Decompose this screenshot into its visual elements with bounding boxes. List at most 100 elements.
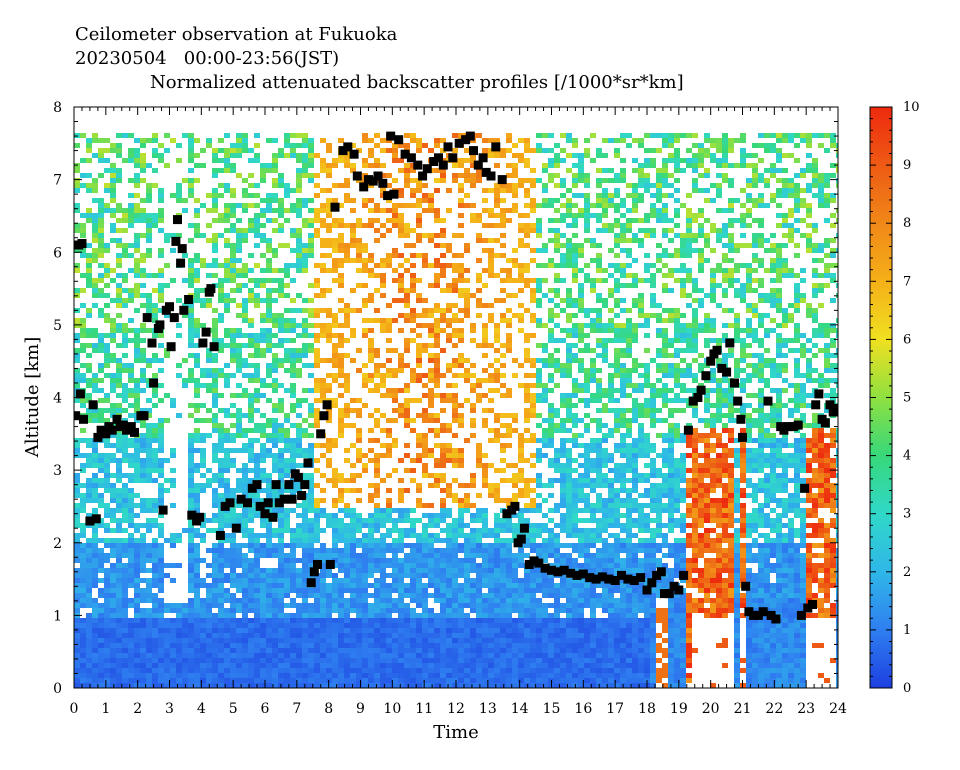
cloud-base-marker xyxy=(130,427,139,437)
cloud-base-marker xyxy=(706,356,716,366)
cloud-base-marker xyxy=(206,284,216,294)
cloud-base-marker xyxy=(147,338,157,348)
cloud-base-marker xyxy=(325,560,335,569)
cloud-base-marker xyxy=(454,138,464,148)
x-tick-label: 22 xyxy=(765,701,783,717)
cloud-base-marker xyxy=(796,610,806,620)
y-tick-label: 2 xyxy=(53,536,62,552)
cloud-base-marker xyxy=(166,342,176,352)
cloud-base-marker xyxy=(803,603,813,613)
cloud-base-marker xyxy=(510,501,520,511)
cloud-base-marker xyxy=(263,498,273,508)
cloud-base-marker xyxy=(733,396,743,406)
cloud-base-marker xyxy=(491,142,501,152)
x-tick-label: 21 xyxy=(734,701,752,717)
cloud-base-marker xyxy=(610,576,620,585)
y-tick-label: 0 xyxy=(53,681,62,697)
cloud-base-marker xyxy=(656,567,666,577)
axis-ticks xyxy=(73,106,839,689)
cloud-base-marker xyxy=(771,614,781,624)
cloud-base-marker xyxy=(758,607,768,617)
cloud-base-marker xyxy=(322,400,332,410)
cloud-base-marker xyxy=(303,458,313,468)
cloud-base-marker xyxy=(578,569,588,579)
cloud-base-marker xyxy=(313,560,322,569)
cloud-base-marker xyxy=(438,160,448,170)
cloud-base-marker xyxy=(669,581,679,591)
cloud-base-marker xyxy=(793,420,803,430)
cloud-base-marker xyxy=(142,313,152,323)
cloud-base-marker xyxy=(293,472,303,482)
cloud-base-marker xyxy=(74,411,81,421)
cloud-base-marker xyxy=(741,581,751,591)
cloud-base-marker xyxy=(524,560,534,569)
colorbar-tick-label: 1 xyxy=(903,623,911,638)
x-tick-label: 5 xyxy=(229,701,238,717)
cloud-base-marker xyxy=(359,182,369,192)
cloud-base-marker xyxy=(788,422,798,432)
cloud-base-marker xyxy=(422,164,432,174)
cloud-base-marker xyxy=(623,574,633,584)
y-axis-title: Altitude [km] xyxy=(22,337,43,459)
cloud-base-marker xyxy=(647,578,657,588)
colorbar-tick-label: 3 xyxy=(903,507,911,522)
cloud-base-marker xyxy=(763,396,773,406)
cloud-base-marker xyxy=(636,573,646,583)
cloud-base-marker xyxy=(343,142,353,152)
cloud-base-marker xyxy=(373,171,383,181)
cloud-base-marker xyxy=(519,523,529,533)
cloud-base-marker xyxy=(184,295,194,304)
colorbar: 0 1 2 3 4 5 6 7 8 9 10 xyxy=(869,100,920,696)
x-tick-label: 19 xyxy=(670,701,688,717)
cloud-base-marker xyxy=(749,610,759,620)
cloud-base-marker xyxy=(465,131,475,141)
cloud-base-marker xyxy=(247,483,257,493)
x-tick-label: 24 xyxy=(829,701,847,717)
x-tick-label: 7 xyxy=(292,701,301,717)
cloud-base-marker xyxy=(443,142,453,152)
cloud-base-marker xyxy=(413,160,423,170)
cloud-base-marker xyxy=(825,400,835,410)
plot-area xyxy=(73,106,839,689)
x-tick-label: 10 xyxy=(383,701,401,717)
cloud-base-marker xyxy=(118,420,128,430)
colorbar-ticks xyxy=(870,106,892,689)
cloud-base-marker xyxy=(271,480,281,490)
cloud-base-marker xyxy=(717,363,727,373)
cloud-base-marker xyxy=(139,411,149,421)
y-tick-label: 5 xyxy=(53,318,62,334)
cloud-base-marker xyxy=(808,600,817,609)
cloud-base-marker xyxy=(434,153,443,163)
cloud-base-marker xyxy=(158,505,168,515)
cloud-base-marker xyxy=(287,494,297,504)
cloud-base-marker xyxy=(101,429,111,439)
cloud-base-marker xyxy=(406,153,416,163)
cloud-base-marker xyxy=(534,558,544,568)
cloud-base-marker xyxy=(585,573,595,583)
y-tick-label: 6 xyxy=(53,245,62,261)
backscatter-heatmap xyxy=(74,133,838,688)
cloud-base-marker xyxy=(300,480,310,490)
y-axis-tick-labels: 0 1 2 3 4 5 6 7 8 xyxy=(53,100,62,697)
cloud-base-marker xyxy=(274,498,284,508)
cloud-base-marker xyxy=(368,176,378,186)
cloud-base-marker xyxy=(502,509,512,519)
colorbar-tick-label: 6 xyxy=(903,332,911,347)
x-tick-label: 0 xyxy=(70,701,79,717)
y-tick-label: 7 xyxy=(53,173,62,189)
cloud-base-marker xyxy=(349,149,359,159)
cloud-base-marker xyxy=(701,371,711,381)
cloud-base-marker xyxy=(736,414,746,424)
cloud-base-marker xyxy=(461,135,471,145)
cloud-base-marker xyxy=(383,191,393,201)
cloud-base-marker xyxy=(309,567,319,577)
cloud-base-marker xyxy=(448,153,458,163)
cloud-base-marker xyxy=(553,567,563,577)
colorbar-tick-label: 5 xyxy=(903,391,911,406)
cloud-base-marker xyxy=(744,607,754,617)
x-tick-label: 17 xyxy=(606,701,624,717)
x-tick-label: 9 xyxy=(356,701,365,717)
cloud-base-marker xyxy=(766,610,776,620)
colorbar-tick-label: 7 xyxy=(903,274,911,289)
